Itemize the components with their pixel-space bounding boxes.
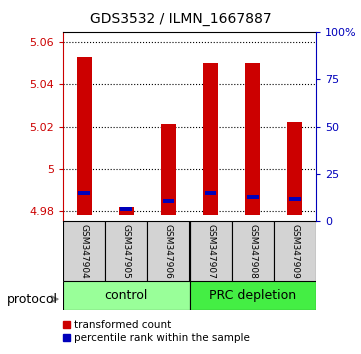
Text: control: control <box>105 289 148 302</box>
Text: PRC depletion: PRC depletion <box>209 289 296 302</box>
Bar <box>162 199 174 203</box>
Text: GSM347905: GSM347905 <box>122 224 131 279</box>
Bar <box>274 221 316 281</box>
Bar <box>190 221 232 281</box>
Text: GSM347908: GSM347908 <box>248 224 257 279</box>
Text: GSM347906: GSM347906 <box>164 224 173 279</box>
Text: GSM347904: GSM347904 <box>80 224 89 279</box>
Bar <box>161 125 176 215</box>
Bar <box>63 281 190 310</box>
Bar <box>78 191 90 195</box>
Bar <box>203 63 218 215</box>
Bar <box>105 221 147 281</box>
Legend: transformed count, percentile rank within the sample: transformed count, percentile rank withi… <box>63 320 250 343</box>
Bar <box>289 197 301 201</box>
Bar <box>119 206 134 215</box>
Bar <box>232 221 274 281</box>
Text: GSM347907: GSM347907 <box>206 224 215 279</box>
Bar <box>245 63 260 215</box>
Bar <box>190 281 316 310</box>
Text: protocol: protocol <box>7 293 58 306</box>
Bar <box>121 206 132 211</box>
Bar <box>77 57 92 215</box>
Text: GDS3532 / ILMN_1667887: GDS3532 / ILMN_1667887 <box>90 12 271 27</box>
Bar <box>63 221 105 281</box>
Bar <box>205 191 217 195</box>
Bar <box>247 195 258 199</box>
Bar <box>147 221 190 281</box>
Bar <box>287 122 302 215</box>
Text: GSM347909: GSM347909 <box>290 224 299 279</box>
